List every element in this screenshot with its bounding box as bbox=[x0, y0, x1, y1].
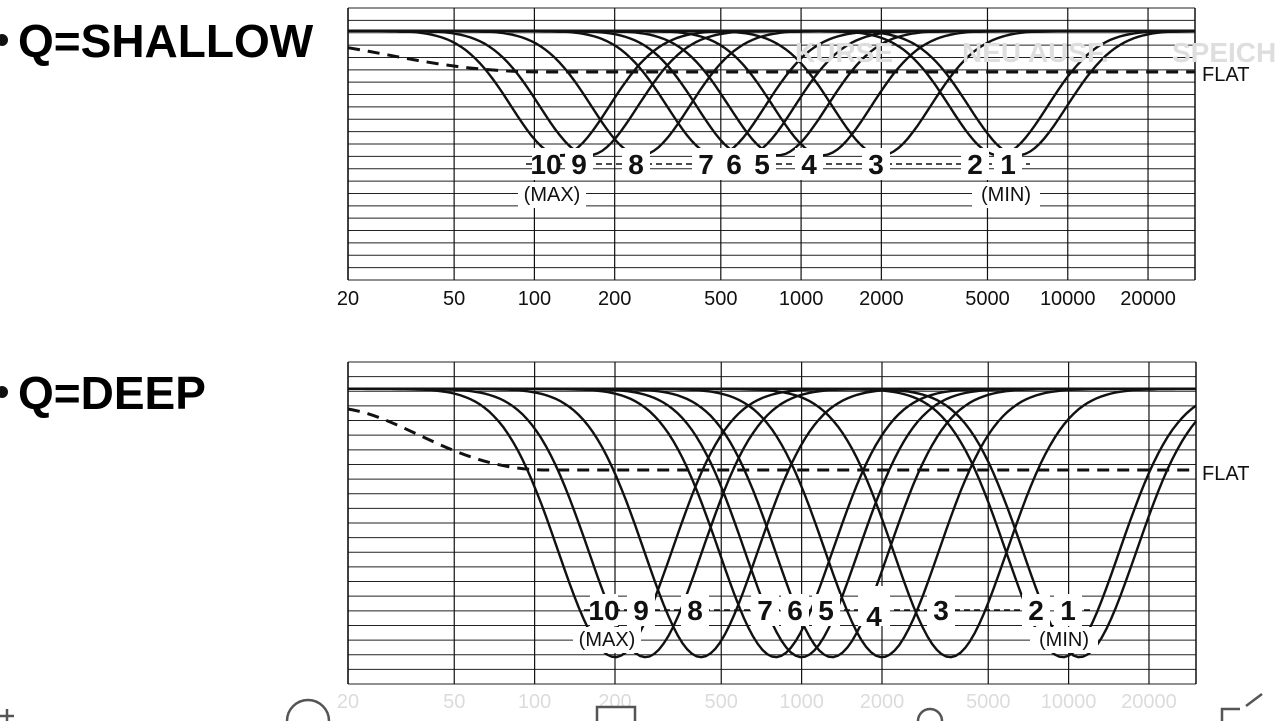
band-label-bg bbox=[627, 594, 655, 626]
chart-title-deep: Q=DEEP bbox=[18, 367, 206, 419]
x-tick-label: 5000 bbox=[965, 288, 1010, 310]
x-tick-label: 100 bbox=[518, 288, 551, 310]
max-label: (MAX) bbox=[579, 629, 636, 651]
band-label-bg bbox=[961, 148, 989, 180]
sub-label-bg bbox=[518, 182, 586, 208]
min-label: (MIN) bbox=[1039, 629, 1089, 651]
sub-label-bg bbox=[1030, 627, 1098, 653]
band-label-bg bbox=[1022, 594, 1050, 626]
band-label-8: 8 bbox=[687, 595, 703, 626]
band-label-10: 10 bbox=[530, 149, 561, 180]
band-label-1: 1 bbox=[1000, 149, 1016, 180]
chart-panel-shallow: 20 50 100 200 500 1000 2000 5000 10000 20000 FLAT 1… bbox=[337, 7, 1249, 310]
band-label-bg bbox=[751, 594, 779, 626]
band-label-9: 9 bbox=[571, 149, 587, 180]
band-label-bg bbox=[565, 148, 593, 180]
overlay-text: KURSE bbox=[795, 37, 893, 68]
flat-reference-line bbox=[347, 407, 1196, 472]
band-label-bg bbox=[795, 148, 823, 180]
overlay-text: SPEICH bbox=[1172, 37, 1276, 68]
x-tick-label: 50 bbox=[443, 288, 465, 310]
search-icon[interactable] bbox=[916, 707, 944, 721]
min-label: (MIN) bbox=[981, 184, 1031, 206]
band-label-bg bbox=[692, 148, 720, 180]
band-label-9: 9 bbox=[633, 595, 649, 626]
x-tick-label: 1000 bbox=[779, 288, 824, 310]
flat-label: FLAT bbox=[1202, 463, 1249, 485]
x-tick-label: 20 bbox=[337, 288, 359, 310]
band-label-10: 10 bbox=[588, 595, 619, 626]
band-label-bg bbox=[781, 594, 809, 626]
band-label-bg bbox=[812, 594, 840, 626]
palette-icon[interactable] bbox=[285, 698, 331, 721]
band-label-bg bbox=[720, 148, 748, 180]
band-label-4: 4 bbox=[801, 149, 817, 180]
x-tick-label: 500 bbox=[704, 288, 737, 310]
band-label-6: 6 bbox=[787, 595, 803, 626]
band-label-bg bbox=[748, 148, 776, 180]
band-label-7: 7 bbox=[698, 149, 714, 180]
band-label-bg bbox=[532, 148, 560, 180]
series-curve-1 bbox=[348, 29, 1196, 157]
flat-reference-line bbox=[347, 46, 1195, 74]
band-label-bg bbox=[862, 148, 890, 180]
bottom-dock bbox=[0, 687, 1280, 721]
title-bullet bbox=[0, 34, 8, 46]
overlay-text: NEU AUSF. bbox=[962, 37, 1109, 68]
band-label-bg bbox=[1054, 594, 1082, 626]
band-label-5: 5 bbox=[754, 149, 770, 180]
sub-label-bg bbox=[573, 627, 641, 653]
band-label-6: 6 bbox=[726, 149, 742, 180]
flat-label: FLAT bbox=[1202, 64, 1249, 86]
band-label-1: 1 bbox=[1060, 595, 1076, 626]
band-label-3: 3 bbox=[933, 595, 949, 626]
band-label-bg bbox=[858, 586, 890, 626]
band-label-7: 7 bbox=[757, 595, 773, 626]
band-label-8: 8 bbox=[628, 149, 644, 180]
band-label-5: 5 bbox=[818, 595, 834, 626]
band-label-bg bbox=[622, 148, 650, 180]
title-bullet bbox=[0, 386, 8, 398]
chart-title-shallow: Q=SHALLOW bbox=[18, 15, 314, 67]
chart-panel-deep: 20501002005001000200050001000020000FLAT1… bbox=[337, 361, 1249, 713]
band-label-bg bbox=[590, 594, 618, 626]
band-label-2: 2 bbox=[1028, 595, 1044, 626]
x-tick-label: 2000 bbox=[859, 288, 904, 310]
band-label-bg bbox=[994, 148, 1022, 180]
band-label-2: 2 bbox=[967, 149, 983, 180]
max-label: (MAX) bbox=[524, 184, 581, 206]
x-tick-label: 20000 bbox=[1120, 288, 1176, 310]
band-label-bg bbox=[927, 594, 955, 626]
sub-label-bg bbox=[972, 182, 1040, 208]
band-label-4: 4 bbox=[866, 601, 882, 632]
x-tick-label: 200 bbox=[598, 288, 631, 310]
image-icon[interactable] bbox=[595, 705, 637, 721]
edit-icon[interactable] bbox=[1220, 693, 1263, 721]
x-tick-label: 10000 bbox=[1040, 288, 1096, 310]
band-label-bg bbox=[681, 594, 709, 626]
band-label-3: 3 bbox=[868, 149, 884, 180]
